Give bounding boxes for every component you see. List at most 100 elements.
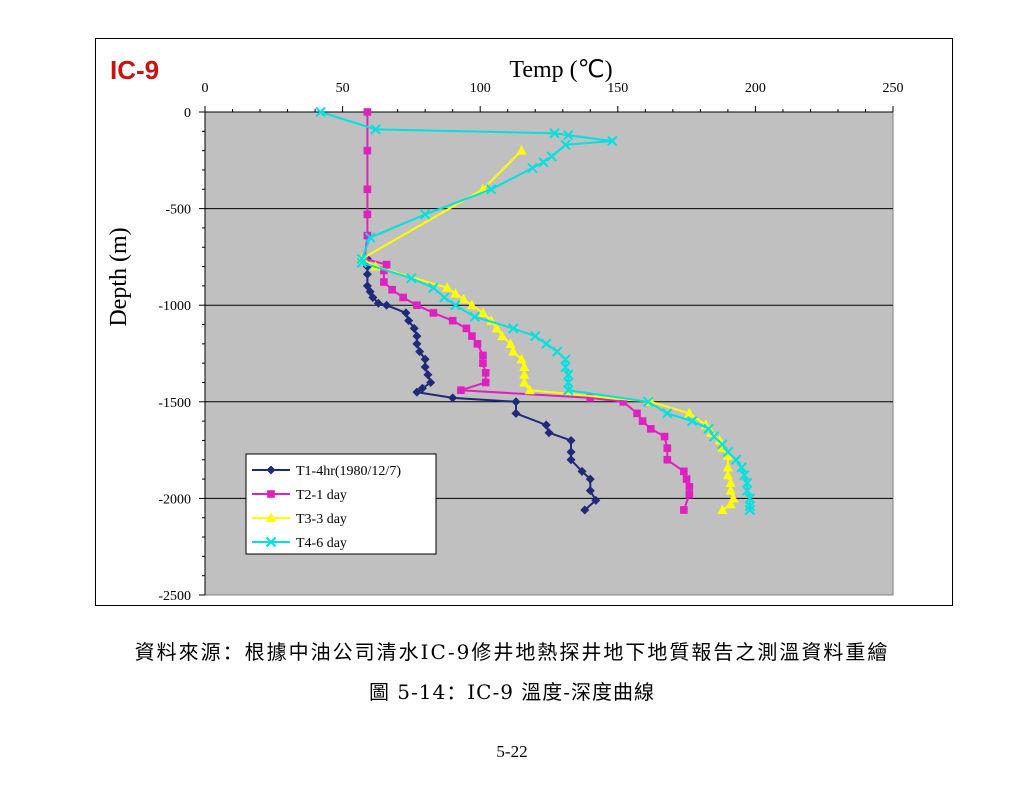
marker-stroke <box>552 346 563 357</box>
marker-stroke <box>563 377 574 388</box>
marker-stroke <box>736 462 747 473</box>
data-point <box>519 361 530 372</box>
marker-stroke <box>708 431 720 442</box>
data-point <box>442 282 453 292</box>
data-point <box>417 383 427 393</box>
data-point <box>638 417 647 425</box>
data-point <box>388 285 396 294</box>
data-point <box>642 396 654 408</box>
x-tick-label: 250 <box>883 81 904 96</box>
data-point <box>744 493 756 504</box>
data-point <box>538 157 549 168</box>
data-point <box>373 298 383 308</box>
data-point <box>741 485 753 496</box>
data-point <box>448 316 457 325</box>
data-point <box>368 292 378 302</box>
data-point <box>382 300 392 310</box>
data-point <box>356 253 368 265</box>
data-point <box>560 361 571 373</box>
marker-stroke <box>744 500 756 512</box>
data-point <box>265 536 277 548</box>
data-point <box>586 394 595 402</box>
data-point <box>722 461 733 472</box>
data-point <box>519 369 530 379</box>
data-point <box>382 260 391 269</box>
data-point <box>439 292 450 303</box>
data-point <box>680 506 688 514</box>
data-point <box>511 397 521 407</box>
x-tick-label: 100 <box>470 81 491 96</box>
data-point <box>419 209 431 220</box>
data-point <box>415 347 425 357</box>
data-point <box>607 135 618 147</box>
data-point <box>663 444 672 452</box>
data-point <box>363 185 372 194</box>
data-point <box>479 359 487 367</box>
data-point <box>546 151 557 162</box>
data-point <box>580 505 590 515</box>
marker-stroke <box>546 151 557 162</box>
source-note: 資料來源：根據中油公司清水IC-9修井地熱探井地下地質報告之測溫資料重繪 <box>134 640 890 664</box>
y-tick-label: -500 <box>165 203 191 218</box>
marker-stroke <box>607 135 618 147</box>
data-point <box>717 439 728 450</box>
data-point <box>714 434 725 445</box>
data-point <box>647 425 655 433</box>
data-point <box>686 415 698 427</box>
data-point <box>413 301 421 309</box>
data-point <box>448 393 458 403</box>
x-tick-label: 150 <box>607 81 628 96</box>
data-point <box>544 428 554 438</box>
marker-stroke <box>560 139 571 151</box>
data-point <box>362 269 372 279</box>
data-point <box>511 408 521 418</box>
data-point <box>563 377 574 388</box>
data-point <box>426 377 436 387</box>
data-point <box>682 475 691 483</box>
page-number: 5-22 <box>496 742 528 761</box>
data-point <box>633 409 641 418</box>
legend-label: T1-4hr(1980/12/7) <box>296 464 401 479</box>
data-point <box>585 486 595 496</box>
y-tick-label: -1000 <box>158 299 191 314</box>
data-point <box>685 490 694 499</box>
data-point <box>450 288 461 298</box>
marker-stroke <box>744 493 756 504</box>
data-point <box>363 108 372 116</box>
data-point <box>266 465 276 475</box>
data-point <box>508 346 519 356</box>
data-point <box>585 474 595 484</box>
marker-stroke <box>703 423 714 435</box>
data-point <box>685 483 694 491</box>
data-point <box>739 470 750 481</box>
data-point <box>736 462 747 473</box>
data-point <box>380 278 388 286</box>
data-point <box>412 331 422 341</box>
data-point <box>363 210 372 219</box>
data-point <box>266 512 276 522</box>
data-point <box>725 485 736 495</box>
data-point <box>662 408 673 419</box>
data-point <box>473 340 482 348</box>
data-point <box>516 353 527 364</box>
data-point <box>462 324 471 333</box>
data-point <box>725 477 736 487</box>
data-point <box>370 124 381 135</box>
data-point <box>491 322 502 333</box>
data-point <box>541 338 552 350</box>
data-point <box>530 330 541 342</box>
marker-stroke <box>406 272 417 284</box>
y-tick-label: -1500 <box>158 396 191 411</box>
x-tick-label: 50 <box>336 81 350 96</box>
data-point <box>315 106 326 118</box>
data-point <box>505 338 516 348</box>
marker-stroke <box>356 253 368 265</box>
data-point <box>423 370 433 380</box>
data-point <box>481 369 490 377</box>
data-point <box>566 455 576 465</box>
marker-stroke <box>315 106 326 118</box>
marker-stroke <box>508 323 519 334</box>
legend-item: T1-4hr(1980/12/7) <box>252 464 401 479</box>
data-point <box>566 435 576 445</box>
chart-container: 0 50 100 150 200 250 0 -500 -1000 -1500 -2000 -2500… <box>95 38 953 606</box>
